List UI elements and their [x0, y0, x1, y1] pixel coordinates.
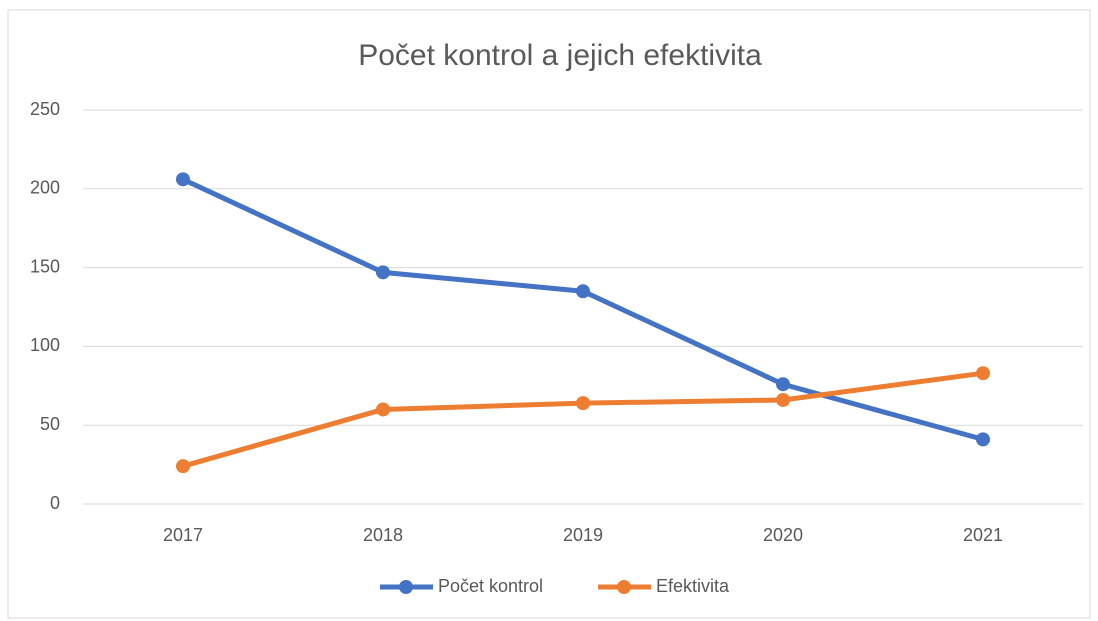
y-tick-label: 100 [30, 335, 60, 355]
x-tick-label: 2017 [163, 525, 203, 545]
data-point [576, 396, 590, 411]
chart-border [7, 9, 1091, 619]
x-tick-label: 2018 [363, 525, 403, 545]
x-tick-label: 2019 [563, 525, 603, 545]
data-point [176, 172, 190, 187]
legend-label: Efektivita [656, 576, 730, 596]
legend-label: Počet kontrol [438, 576, 543, 596]
data-point [976, 366, 990, 381]
data-point [176, 459, 190, 474]
data-point [776, 377, 790, 392]
y-tick-label: 150 [30, 256, 60, 276]
x-tick-label: 2021 [963, 525, 1003, 545]
legend-marker [399, 580, 413, 594]
data-point [776, 392, 790, 407]
y-tick-label: 200 [30, 178, 60, 198]
data-point [976, 432, 990, 447]
x-tick-label: 2020 [763, 525, 803, 545]
chart-title: Počet kontrol a jejich efektivita [358, 39, 762, 72]
data-point [376, 265, 390, 280]
y-tick-label: 0 [50, 493, 60, 513]
y-tick-label: 50 [40, 414, 60, 434]
data-point [376, 402, 390, 417]
data-point [576, 284, 590, 299]
y-tick-label: 250 [30, 99, 60, 119]
legend-marker [617, 580, 631, 594]
